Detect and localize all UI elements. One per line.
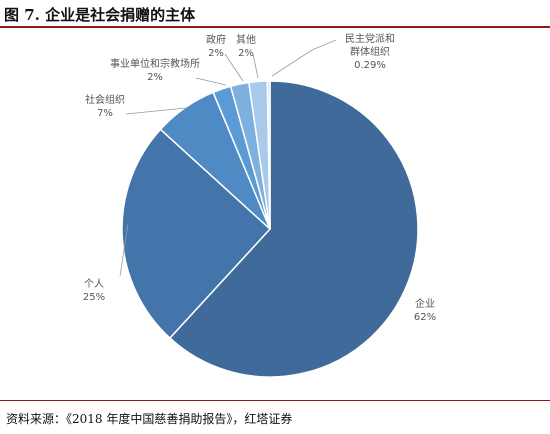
leader-line-3 [125, 107, 187, 115]
source-note: 资料来源：《2018 年度中国慈善捐助报告》，红塔证券 [6, 412, 293, 426]
slice-label-5: 政府 2% [206, 33, 226, 59]
leader-line-6 [252, 53, 259, 79]
pie-chart: 企业 62% 个人 25% 社会组织 7% 事业单位和宗教场所 2% 政府 2% 其他 2% 民主党派和… [83, 32, 436, 378]
slice-label-line: 25% [83, 292, 105, 303]
footer: 资料来源：《2018 年度中国慈善捐助报告》，红塔证券 [0, 400, 550, 434]
slice-label-line: 其他 [236, 33, 256, 46]
slice-label-line: 2% [147, 72, 163, 83]
pie-slice-2 [121, 128, 272, 340]
slice-label-line: 社会组织 [85, 93, 125, 106]
chart-title: 图 7. 企业是社会捐赠的主体 [4, 6, 196, 24]
slice-label-line: 62% [414, 312, 436, 323]
slice-label-line: 民主党派和 [345, 32, 395, 45]
leader-line-2 [119, 223, 129, 277]
slice-label-line: 群体组织 [350, 45, 390, 58]
pie-slice-1 [168, 80, 419, 378]
slice-label-line: 政府 [206, 33, 226, 46]
slice-label-6: 其他 2% [236, 33, 256, 59]
leader-line-5 [224, 53, 244, 82]
slice-label-2: 个人 25% [83, 278, 105, 303]
slice-label-line: 7% [97, 108, 113, 119]
slice-label-line: 个人 [84, 278, 104, 290]
slice-label-4: 事业单位和宗教场所 2% [110, 57, 200, 83]
slice-label-line: 企业 [415, 297, 435, 310]
slice-label-line: 2% [208, 48, 224, 59]
leader-line-7 [271, 39, 337, 77]
pie-slice-7 [266, 80, 271, 230]
slice-label-1: 企业 62% [414, 297, 436, 323]
slice-label-line: 0.29% [354, 60, 386, 71]
title-bar: 图 7. 企业是社会捐赠的主体 [0, 0, 550, 28]
slice-label-line: 2% [238, 48, 254, 59]
leader-line-4 [195, 77, 227, 86]
slice-label-7: 民主党派和群体组织 0.29% [345, 32, 395, 71]
slice-label-3: 社会组织 7% [85, 93, 125, 119]
slice-label-line: 事业单位和宗教场所 [110, 57, 200, 70]
